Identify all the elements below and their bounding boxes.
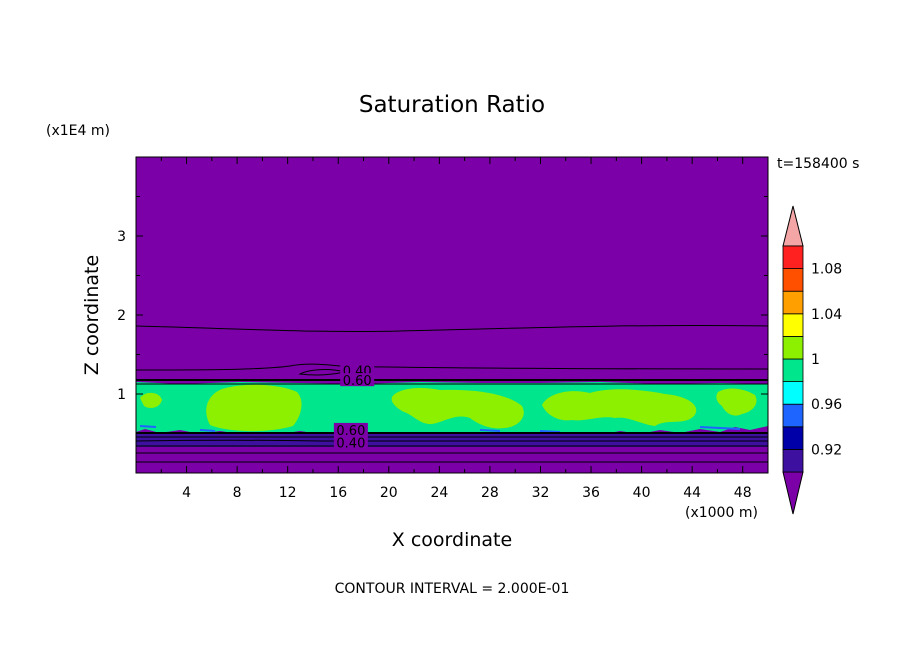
x-tick-label: 24 (430, 485, 448, 501)
contour-label-bg (333, 435, 368, 449)
x-tick-label: 16 (329, 485, 347, 501)
x-tick-label: 20 (380, 485, 398, 501)
colorbar-under-arrow (782, 471, 804, 515)
cloud-patch (391, 388, 524, 429)
time-label: t=158400 s (777, 156, 859, 172)
chart-title: Saturation Ratio (359, 92, 545, 118)
y-unit-label: (x1E4 m) (46, 123, 110, 139)
contour-label-bg (340, 373, 375, 387)
x-tick-label: 12 (279, 485, 297, 501)
colorbar-label: 0.92 (811, 442, 842, 458)
x-tick-label: 8 (233, 485, 242, 501)
contour-label: 0.40 (336, 437, 365, 452)
contour-lines (136, 324, 768, 463)
y-axis-label: Z coordinate (81, 255, 103, 375)
colorbar-over-arrow (782, 205, 804, 247)
colorbar-band (782, 358, 804, 383)
contour-label: 0.60 (336, 424, 365, 439)
cloud-patch (140, 392, 162, 408)
x-axis: 4 8 12 16 20 24 28 32 36 40 44 48 (160, 157, 752, 501)
y-tick-label: 3 (117, 229, 126, 245)
x-axis-label: X coordinate (392, 529, 512, 551)
colorbar-band (782, 426, 804, 450)
y-axis: 1 2 3 (117, 196, 768, 434)
colorbar-label: 1 (811, 352, 820, 368)
colorbar-band (782, 268, 804, 292)
x-tick-label: 44 (683, 485, 701, 501)
cloud-patch (206, 384, 302, 432)
y-tick-label: 2 (117, 308, 126, 324)
x-tick-label: 48 (734, 485, 752, 501)
contour-line (136, 439, 768, 442)
colorbar-band (782, 335, 804, 360)
cloud-patch (542, 389, 697, 426)
colorbar-label: 1.04 (811, 307, 842, 323)
x-tick-label: 32 (532, 485, 550, 501)
colorbar-band (782, 448, 804, 473)
colorbar-band (782, 313, 804, 337)
colorbar: 0.92 0.96 1 1.04 1.08 (782, 205, 842, 515)
contour-label: 0.60 (343, 374, 372, 389)
x-tick-label: 4 (182, 485, 191, 501)
x-unit-label: (x1000 m) (685, 505, 758, 521)
contour-line (136, 363, 768, 371)
colorbar-band (782, 403, 804, 428)
cloud-patch (716, 388, 757, 416)
contour-line (136, 324, 768, 333)
contour-label-bg (333, 422, 368, 436)
colorbar-band (782, 245, 804, 270)
contour-labels: 0.400.600.600.40 (333, 363, 375, 452)
colorbar-band (782, 381, 804, 405)
colorbar-label: 0.96 (811, 397, 842, 413)
colorbar-label: 1.08 (811, 262, 842, 278)
y-tick-label: 1 (117, 387, 126, 403)
colorbar-band (782, 290, 804, 315)
contour-interval-label: CONTOUR INTERVAL = 2.000E-01 (335, 581, 570, 597)
x-tick-label: 28 (481, 485, 499, 501)
x-tick-label: 36 (582, 485, 600, 501)
contour-field (136, 157, 768, 473)
cloud-fringe (139, 425, 741, 433)
x-tick-label: 40 (633, 485, 651, 501)
